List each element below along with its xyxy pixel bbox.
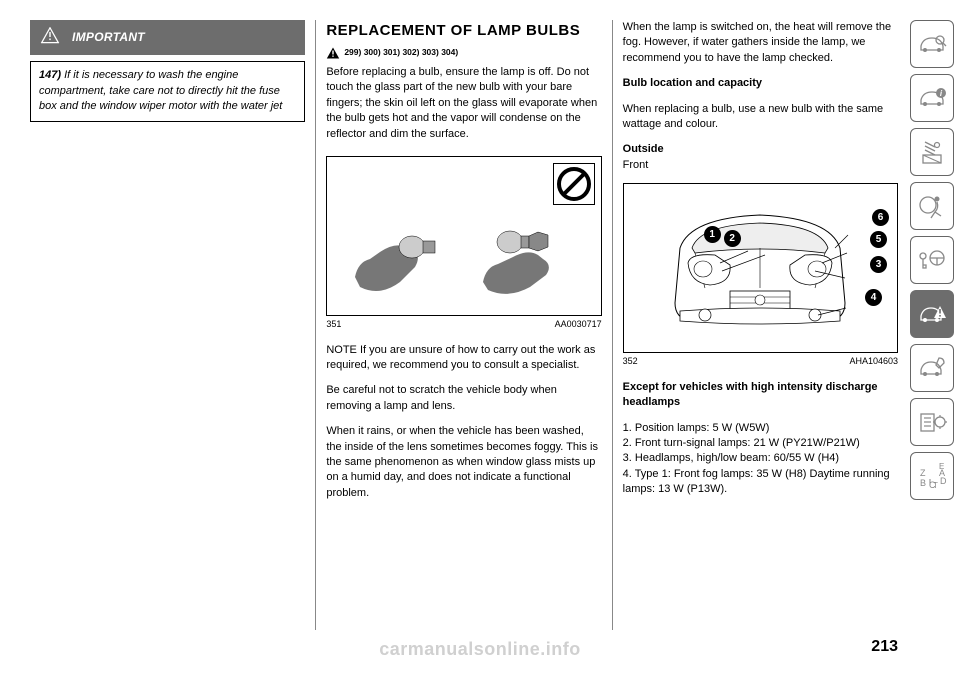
sidebar-item-warning-active[interactable]	[910, 290, 954, 338]
figure-caption-2: 352 AHA104603	[623, 355, 898, 368]
heading-except: Except for vehicles with high intensity …	[623, 380, 898, 411]
para-intro: Before replacing a bulb, ensure the lamp…	[326, 65, 601, 142]
figure-number: 351	[326, 318, 341, 331]
important-label: IMPORTANT	[72, 29, 145, 46]
list-item-2: 2. Front turn-signal lamps: 21 W (PY21W/…	[623, 436, 898, 451]
sidebar-nav: i ZBCTDAE	[910, 20, 954, 500]
sidebar-item-specs[interactable]	[910, 398, 954, 446]
warning-triangle-small-icon	[326, 47, 340, 59]
callout-1: 1	[704, 226, 721, 243]
figure-front-car: 1 2 3 4 5 6	[623, 183, 898, 353]
page: IMPORTANT 147) If it is necessary to was…	[0, 0, 960, 640]
para-wattage: When replacing a bulb, use a new bulb wi…	[623, 102, 898, 133]
heading-front: Front	[623, 158, 898, 173]
callout-6: 6	[872, 209, 889, 226]
figure-bulb-handling	[326, 156, 601, 316]
note-box: 147) If it is necessary to wash the engi…	[30, 61, 305, 121]
warning-triangle-icon	[40, 26, 60, 49]
note-text: If it is necessary to wash the engine co…	[39, 69, 282, 112]
section-heading: REPLACEMENT OF LAMP BULBS	[326, 20, 601, 41]
column-1: IMPORTANT 147) If it is necessary to was…	[20, 20, 315, 630]
sidebar-item-index[interactable]: ZBCTDAE	[910, 452, 954, 500]
svg-text:T: T	[933, 481, 938, 490]
figure-number-2: 352	[623, 355, 638, 368]
bulb-wrong-icon	[350, 217, 450, 307]
sidebar-item-lights[interactable]	[910, 128, 954, 176]
warning-refs: 299) 300) 301) 302) 303) 304)	[344, 47, 458, 59]
column-3: When the lamp is switched on, the heat w…	[612, 20, 950, 630]
figure-caption-1: 351 AA0030717	[326, 318, 601, 331]
para-fog: When it rains, or when the vehicle has b…	[326, 424, 601, 501]
sidebar-item-car-search[interactable]	[910, 20, 954, 68]
sidebar-item-service[interactable]	[910, 344, 954, 392]
bulb-correct-icon	[478, 217, 578, 307]
note-number: 147)	[39, 69, 61, 81]
callout-5: 5	[870, 231, 887, 248]
sidebar-item-car-info[interactable]: i	[910, 74, 954, 122]
callout-3: 3	[870, 256, 887, 273]
list-item-3: 3. Headlamps, high/low beam: 60/55 W (H4…	[623, 451, 898, 466]
heading-outside: Outside	[623, 142, 898, 157]
warning-refs-line: 299) 300) 301) 302) 303) 304)	[326, 47, 601, 59]
list-item-4: 4. Type 1: Front fog lamps: 35 W (H8) Da…	[623, 467, 898, 498]
watermark: carmanualsonline.info	[379, 637, 581, 662]
car-front-icon	[660, 193, 860, 343]
figure-code-2: AHA104603	[849, 355, 898, 368]
para-heat: When the lamp is switched on, the heat w…	[623, 20, 898, 66]
note-body: If you are unsure of how to carry out th…	[326, 344, 595, 371]
sidebar-item-key-wheel[interactable]	[910, 236, 954, 284]
note-lead: NOTE	[326, 344, 360, 356]
callout-2: 2	[724, 230, 741, 247]
heading-bulb-location: Bulb location and capacity	[623, 76, 898, 91]
svg-text:E: E	[939, 462, 944, 471]
sidebar-item-airbag[interactable]	[910, 182, 954, 230]
prohibition-icon	[553, 163, 595, 210]
figure-code: AA0030717	[555, 318, 602, 331]
para-note: NOTE If you are unsure of how to carry o…	[326, 343, 601, 374]
svg-text:Z: Z	[920, 468, 926, 478]
list-item-1: 1. Position lamps: 5 W (W5W)	[623, 421, 898, 436]
svg-text:B: B	[920, 478, 926, 488]
callout-4: 4	[865, 289, 882, 306]
column-2: REPLACEMENT OF LAMP BULBS 299) 300) 301)…	[315, 20, 611, 630]
para-scratch: Be careful not to scratch the vehicle bo…	[326, 383, 601, 414]
page-number: 213	[871, 636, 898, 658]
important-banner: IMPORTANT	[30, 20, 305, 55]
